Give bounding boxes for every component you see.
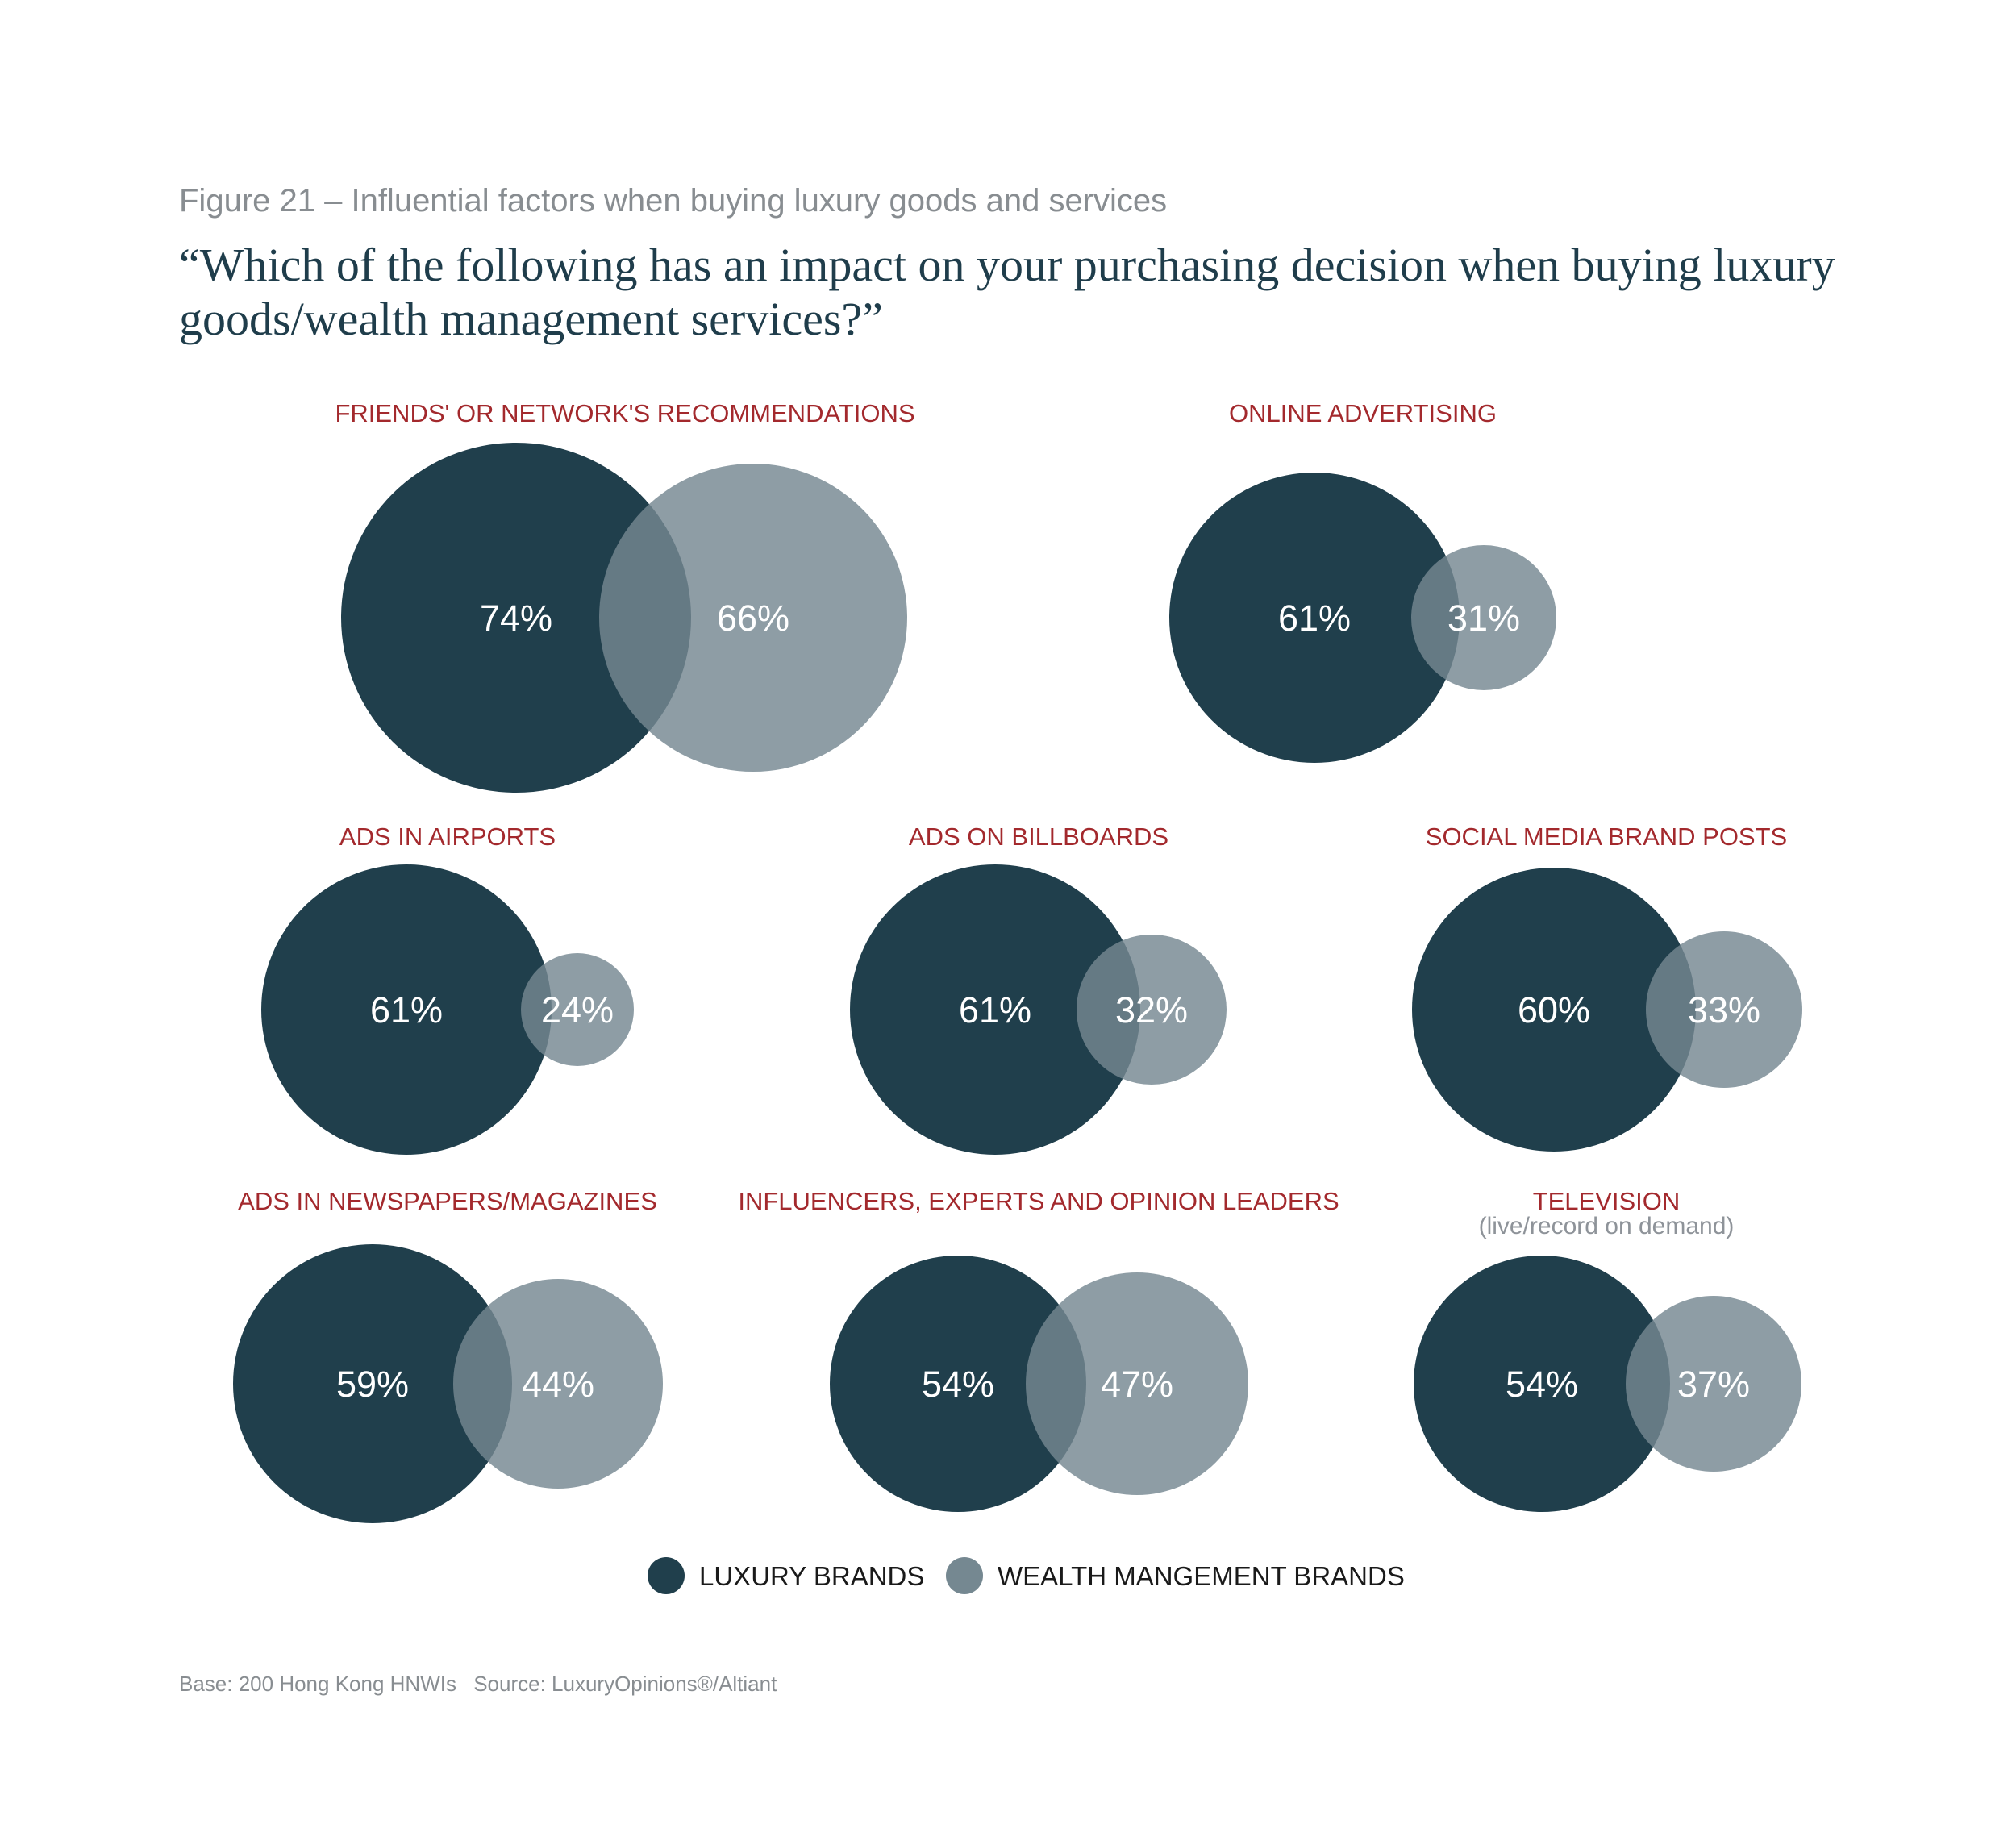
luxury-value-label: 59% (336, 1364, 409, 1405)
category-label: SOCIAL MEDIA BRAND POSTS (1426, 823, 1787, 851)
figure-label: Figure 21 – Influential factors when buy… (179, 183, 1167, 219)
legend-swatch-luxury (648, 1557, 685, 1594)
footnote-base: Base: 200 Hong Kong HNWIs (179, 1672, 456, 1696)
wealth-value-label: 33% (1688, 989, 1760, 1031)
question-line-1: “Which of the following has an impact on… (179, 239, 1835, 291)
luxury-value-label: 61% (370, 989, 443, 1031)
luxury-bubble (1412, 868, 1696, 1152)
wealth-value-label: 47% (1101, 1364, 1173, 1405)
wealth-value-label: 37% (1677, 1364, 1750, 1405)
luxury-bubble (830, 1256, 1086, 1512)
question-line-2: goods/wealth management services?” (179, 293, 883, 345)
wealth-value-label: 44% (522, 1364, 594, 1405)
venn-pair: ONLINE ADVERTISING 61% 31% (1169, 399, 1556, 763)
luxury-value-label: 54% (922, 1364, 994, 1405)
category-label: TELEVISION (1533, 1187, 1681, 1215)
wealth-bubble (1646, 931, 1802, 1088)
luxury-bubble (1169, 473, 1460, 763)
category-note: (live/record on demand) (1479, 1213, 1735, 1239)
luxury-bubble (233, 1244, 512, 1523)
wealth-value-label: 24% (541, 989, 614, 1031)
venn-pair: ADS IN AIRPORTS 61% 24% (261, 823, 634, 1155)
wealth-bubble (1411, 545, 1556, 690)
luxury-value-label: 61% (1278, 598, 1351, 639)
venn-charts: FRIENDS' OR NETWORK'S RECOMMENDATIONS 74%… (233, 399, 1802, 1523)
legend-label-wealth: WEALTH MANGEMENT BRANDS (998, 1561, 1405, 1591)
legend-swatch-wealth (946, 1557, 983, 1594)
legend-label-luxury: LUXURY BRANDS (699, 1561, 924, 1591)
category-label: ADS IN AIRPORTS (339, 823, 556, 851)
luxury-bubble (261, 864, 552, 1155)
luxury-value-label: 61% (959, 989, 1031, 1031)
wealth-bubble (1626, 1296, 1801, 1472)
footnote: Base: 200 Hong Kong HNWIs Source: Luxury… (179, 1672, 777, 1696)
venn-pair: FRIENDS' OR NETWORK'S RECOMMENDATIONS 74%… (335, 399, 915, 793)
venn-pair: TELEVISION(live/record on demand) 54% 37% (1414, 1187, 1801, 1512)
wealth-bubble (599, 464, 907, 772)
wealth-bubble (1077, 935, 1227, 1085)
category-label: ADS IN NEWSPAPERS/MAGAZINES (238, 1187, 657, 1215)
wealth-value-label: 66% (717, 598, 789, 639)
wealth-value-label: 32% (1115, 989, 1188, 1031)
venn-pair: SOCIAL MEDIA BRAND POSTS 60% 33% (1412, 823, 1802, 1152)
footnote-source: Source: LuxuryOpinions®/Altiant (473, 1672, 777, 1696)
luxury-value-label: 54% (1506, 1364, 1578, 1405)
category-label: ADS ON BILLBOARDS (909, 823, 1168, 851)
legend: LUXURY BRANDS WEALTH MANGEMENT BRANDS (648, 1557, 1405, 1594)
venn-pair: ADS IN NEWSPAPERS/MAGAZINES 59% 44% (233, 1187, 663, 1523)
category-label: INFLUENCERS, EXPERTS AND OPINION LEADERS (738, 1187, 1339, 1215)
category-label: FRIENDS' OR NETWORK'S RECOMMENDATIONS (335, 399, 914, 427)
wealth-bubble (521, 953, 634, 1066)
luxury-bubble (850, 864, 1140, 1155)
luxury-value-label: 74% (480, 598, 552, 639)
venn-pair: INFLUENCERS, EXPERTS AND OPINION LEADERS… (738, 1187, 1339, 1512)
luxury-bubble (1414, 1256, 1670, 1512)
wealth-value-label: 31% (1447, 598, 1520, 639)
category-label: ONLINE ADVERTISING (1229, 399, 1497, 427)
luxury-value-label: 60% (1518, 989, 1590, 1031)
wealth-bubble (1026, 1272, 1248, 1495)
venn-pair: ADS ON BILLBOARDS 61% 32% (850, 823, 1227, 1155)
luxury-bubble (341, 443, 691, 793)
wealth-bubble (453, 1279, 663, 1489)
